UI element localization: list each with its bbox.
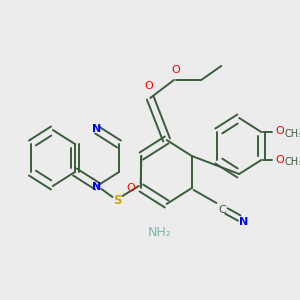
Text: CH₃: CH₃	[285, 129, 300, 139]
Text: O: O	[275, 155, 284, 165]
Text: O: O	[126, 183, 135, 193]
Text: N: N	[239, 217, 248, 227]
Text: S: S	[113, 194, 121, 206]
Text: O: O	[171, 65, 180, 75]
Text: O: O	[275, 126, 284, 136]
Text: N: N	[92, 124, 102, 134]
Text: N: N	[92, 182, 102, 192]
Text: CH₃: CH₃	[285, 157, 300, 167]
Text: C: C	[218, 205, 226, 215]
Text: NH₂: NH₂	[148, 226, 171, 238]
Text: O: O	[144, 81, 153, 91]
